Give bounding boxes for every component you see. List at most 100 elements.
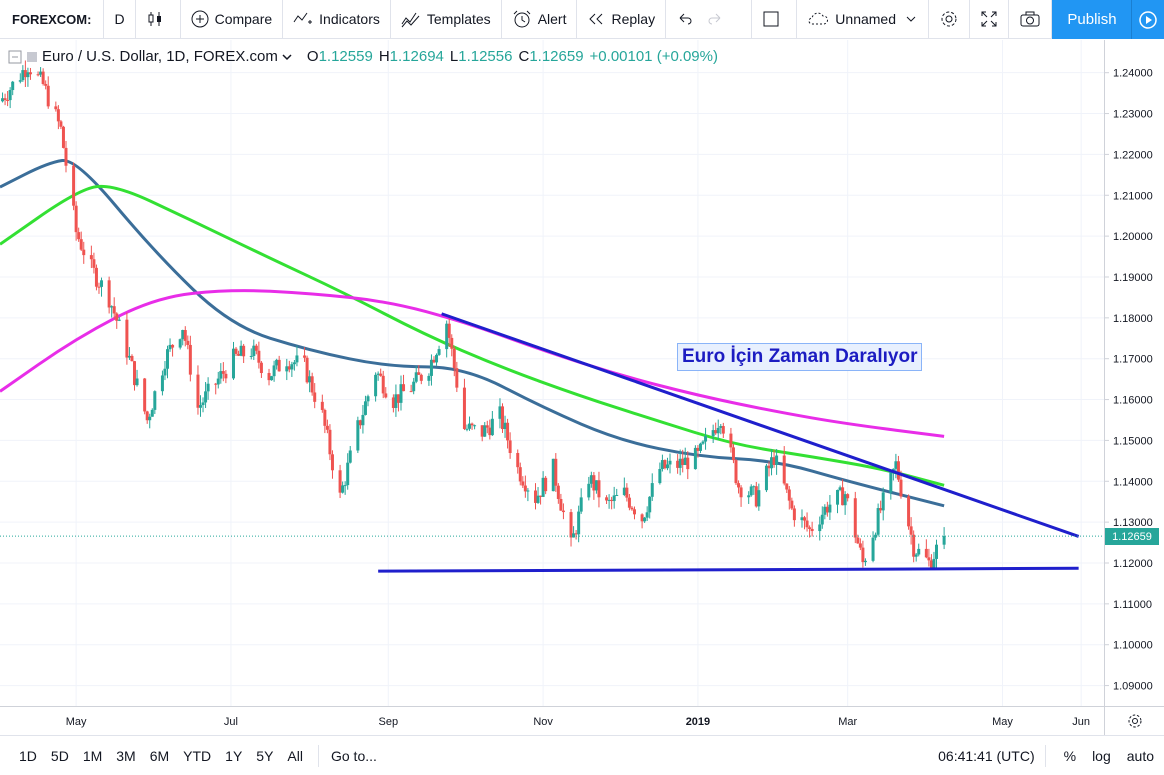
auto-toggle[interactable]: auto: [1126, 747, 1154, 764]
fullscreen-button[interactable]: [970, 0, 1009, 39]
candle-body: [749, 486, 753, 496]
candle-body: [861, 547, 865, 563]
redo-icon[interactable]: [706, 10, 724, 28]
indicators-button[interactable]: Indicators: [283, 0, 391, 39]
price-tick-label: 1.14000: [1113, 476, 1153, 488]
range-button-ytd[interactable]: YTD: [183, 747, 212, 764]
range-button-3m[interactable]: 3M: [116, 747, 136, 764]
candle-body: [11, 81, 15, 91]
candle-body: [54, 106, 58, 110]
candle-body: [665, 464, 669, 469]
candle-body: [100, 280, 104, 287]
candle-body: [488, 427, 492, 436]
symbol-title[interactable]: Euro / U.S. Dollar, 1D, FOREX.com: [42, 48, 278, 65]
undo-redo-group: [666, 0, 740, 39]
candle-body: [863, 560, 867, 563]
log-toggle[interactable]: log: [1092, 747, 1111, 764]
range-button-5d[interactable]: 5D: [50, 747, 69, 764]
range-button-all[interactable]: All: [287, 747, 303, 764]
collapse-icon[interactable]: [8, 50, 22, 64]
alert-label: Alert: [537, 11, 567, 27]
candle-body: [313, 392, 317, 402]
candle-body: [198, 405, 202, 408]
candle-body: [328, 429, 332, 455]
compare-label: Compare: [214, 11, 273, 27]
candle-body: [308, 376, 312, 383]
candle-body: [8, 90, 12, 101]
candle-body: [130, 355, 134, 362]
candle-body: [26, 72, 30, 78]
chart-type-button[interactable]: [136, 0, 181, 39]
candle-body: [160, 375, 164, 392]
candle-body: [554, 458, 558, 486]
fullscreen-layout-button[interactable]: [751, 0, 798, 39]
candle-body: [379, 373, 383, 376]
candle-body: [907, 496, 911, 527]
candle-body: [303, 355, 307, 358]
candle-body: [41, 71, 45, 84]
alert-button[interactable]: Alert: [502, 0, 578, 39]
candle-body: [21, 70, 25, 81]
utc-clock[interactable]: 06:41:41 (UTC): [938, 747, 1035, 764]
compare-button[interactable]: Compare: [181, 0, 284, 39]
candle-body: [544, 477, 548, 492]
undo-icon[interactable]: [676, 10, 694, 28]
goto-button[interactable]: Go to...: [330, 747, 377, 764]
candle-body: [754, 486, 758, 507]
candle-body: [419, 374, 423, 381]
candle-body: [396, 394, 400, 403]
rewind-icon: [589, 13, 603, 25]
chart-annotation-text[interactable]: Euro İçin Zaman Daralıyor: [677, 343, 923, 371]
candle-body: [772, 457, 776, 465]
time-axis[interactable]: May Jul Sep Nov 2019 Mar May Jun: [0, 706, 1104, 735]
high-value: 1.12694: [389, 48, 444, 65]
candle-body: [201, 402, 205, 406]
visibility-icon[interactable]: [26, 50, 38, 64]
close-label: C: [518, 48, 530, 65]
snapshot-button[interactable]: [1009, 0, 1052, 39]
candle-body: [820, 514, 824, 525]
candle-body: [607, 499, 611, 501]
trendlines[interactable]: [378, 312, 1080, 573]
candle-body: [480, 425, 484, 437]
range-button-1d[interactable]: 1D: [19, 747, 37, 764]
candle-body: [290, 364, 294, 370]
layout-name-button[interactable]: Unnamed: [797, 0, 929, 39]
candle-body: [79, 239, 83, 250]
range-divider: [317, 744, 319, 767]
price-tick-label: 1.16000: [1113, 395, 1153, 407]
replay-button[interactable]: Replay: [577, 0, 667, 39]
range-button-1m[interactable]: 1M: [82, 747, 103, 764]
range-button-5y[interactable]: 5Y: [256, 747, 274, 764]
candle-body: [508, 440, 512, 453]
publish-button[interactable]: Publish: [1052, 0, 1132, 39]
low-value: 1.12556: [458, 48, 513, 65]
candle-body: [171, 344, 175, 348]
candle-body: [204, 391, 208, 403]
chevron-down-icon[interactable]: [281, 51, 293, 63]
indicators-icon: [293, 12, 313, 24]
publish-menu-button[interactable]: [1131, 0, 1164, 39]
candle-body: [374, 374, 378, 397]
price-axis[interactable]: 1.24000 1.23000 1.22000 1.21000 1.20000 1.190…: [1104, 40, 1164, 706]
interval-button[interactable]: D: [104, 0, 136, 39]
candle-body: [658, 468, 662, 484]
candles: [1, 60, 946, 570]
settings-button[interactable]: [929, 0, 970, 39]
candle-body: [942, 536, 946, 545]
axis-settings-corner[interactable]: [1104, 706, 1164, 735]
percent-toggle[interactable]: %: [1063, 747, 1077, 764]
symbol-search[interactable]: FOREXCOM:: [0, 0, 105, 39]
templates-button[interactable]: Templates: [391, 0, 502, 39]
range-button-1y[interactable]: 1Y: [225, 747, 243, 764]
candle-body: [470, 423, 474, 426]
candle-body: [917, 548, 921, 555]
candle-body: [150, 409, 154, 417]
templates-label: Templates: [426, 11, 491, 27]
price-chart[interactable]: [0, 40, 1104, 706]
range-button-6m[interactable]: 6M: [149, 747, 170, 764]
candle-body: [310, 376, 314, 393]
candle-body: [678, 458, 682, 468]
candle-body: [358, 420, 362, 426]
candle-body: [622, 487, 626, 495]
